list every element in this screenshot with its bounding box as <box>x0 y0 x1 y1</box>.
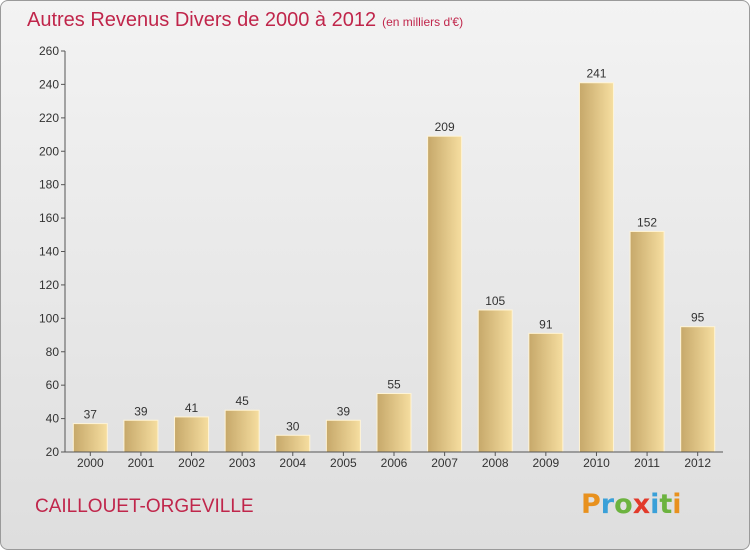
bar <box>325 419 361 453</box>
x-tick-label: 2003 <box>229 456 256 470</box>
y-tick-label: 100 <box>39 311 59 325</box>
x-tick-label: 2006 <box>381 456 408 470</box>
bar-2003: 45 <box>224 394 260 453</box>
bar-value-label: 209 <box>435 120 455 134</box>
logo-letter: i <box>672 489 682 520</box>
x-tick-label: 2000 <box>77 456 104 470</box>
y-tick-label: 200 <box>39 144 59 158</box>
x-tick-label: 2007 <box>431 456 458 470</box>
y-tick-label: 120 <box>39 278 59 292</box>
bar <box>275 434 311 453</box>
proxiti-logo: Proxiti <box>581 489 682 520</box>
bar-value-label: 105 <box>485 294 505 308</box>
chart-title: Autres Revenus Divers de 2000 à 2012 (en … <box>27 9 464 31</box>
bar-value-label: 39 <box>134 404 148 418</box>
x-tick-label: 2010 <box>583 456 610 470</box>
logo-letter: r <box>600 489 615 520</box>
bar <box>224 409 260 453</box>
x-axis: 2000 2001 2002 2003 2004 2005 2006 2007 2008 2009… <box>65 451 723 470</box>
x-tick-label: 2011 <box>634 456 660 470</box>
bar <box>376 393 412 453</box>
y-tick-label: 260 <box>39 44 59 58</box>
bar <box>427 135 463 453</box>
logo-letter: i <box>650 489 660 520</box>
x-tick-label: 2001 <box>128 456 155 470</box>
bar-2008: 105 <box>477 294 513 453</box>
y-tick-label: 40 <box>46 412 60 426</box>
bars: 37 39 41 45 30 39 55 209 105 91 241 152 95 <box>72 67 716 453</box>
bar-2004: 30 <box>275 419 311 453</box>
bar <box>629 230 665 453</box>
y-tick-label: 140 <box>39 245 59 259</box>
x-tick-label: 2002 <box>178 456 205 470</box>
y-tick-label: 20 <box>46 445 60 459</box>
y-tick-label: 180 <box>39 178 59 192</box>
bar <box>72 423 108 453</box>
bar-2001: 39 <box>123 404 159 453</box>
chart-unit: (en milliers d'€) <box>382 15 464 29</box>
bar-value-label: 241 <box>586 67 606 81</box>
bar <box>680 326 716 453</box>
bar-value-label: 30 <box>286 419 300 433</box>
bar-2010: 241 <box>578 67 614 453</box>
bar-value-label: 91 <box>539 317 553 331</box>
y-tick-label: 80 <box>46 345 60 359</box>
bar-value-label: 45 <box>235 394 249 408</box>
bar-value-label: 55 <box>387 378 401 392</box>
logo-letter: P <box>581 489 601 520</box>
x-tick-label: 2009 <box>532 456 559 470</box>
bar-2002: 41 <box>174 401 210 453</box>
bar-2009: 91 <box>528 317 564 453</box>
bar-value-label: 152 <box>637 215 657 229</box>
y-tick-label: 60 <box>46 378 60 392</box>
bar-value-label: 95 <box>691 311 705 325</box>
commune-name: CAILLOUET-ORGEVILLE <box>35 496 254 517</box>
y-tick-label: 160 <box>39 211 59 225</box>
bar <box>123 419 159 453</box>
bar-2012: 95 <box>680 311 716 453</box>
bar-value-label: 39 <box>337 404 351 418</box>
y-tick-label: 220 <box>39 111 59 125</box>
bar <box>528 332 564 453</box>
bar-value-label: 41 <box>185 401 199 415</box>
x-tick-label: 2005 <box>330 456 357 470</box>
bar <box>477 309 513 453</box>
y-tick-label: 240 <box>39 77 59 91</box>
bar <box>174 416 210 453</box>
bar-2011: 152 <box>629 215 665 453</box>
logo-letter: o <box>614 489 633 520</box>
y-axis: 20 40 60 80 100 120 140 160 180 200 220 240 260 <box>39 44 66 459</box>
bar-2000: 37 <box>72 408 108 453</box>
logo-letter: x <box>632 489 651 520</box>
bar-2007: 209 <box>427 120 463 453</box>
logo-letter: t <box>659 489 673 520</box>
bar <box>578 82 614 453</box>
x-tick-label: 2004 <box>279 456 306 470</box>
bar-2005: 39 <box>325 404 361 453</box>
bar-value-label: 37 <box>84 408 98 422</box>
x-tick-label: 2008 <box>482 456 509 470</box>
bar-2006: 55 <box>376 378 412 453</box>
x-tick-label: 2012 <box>684 456 711 470</box>
